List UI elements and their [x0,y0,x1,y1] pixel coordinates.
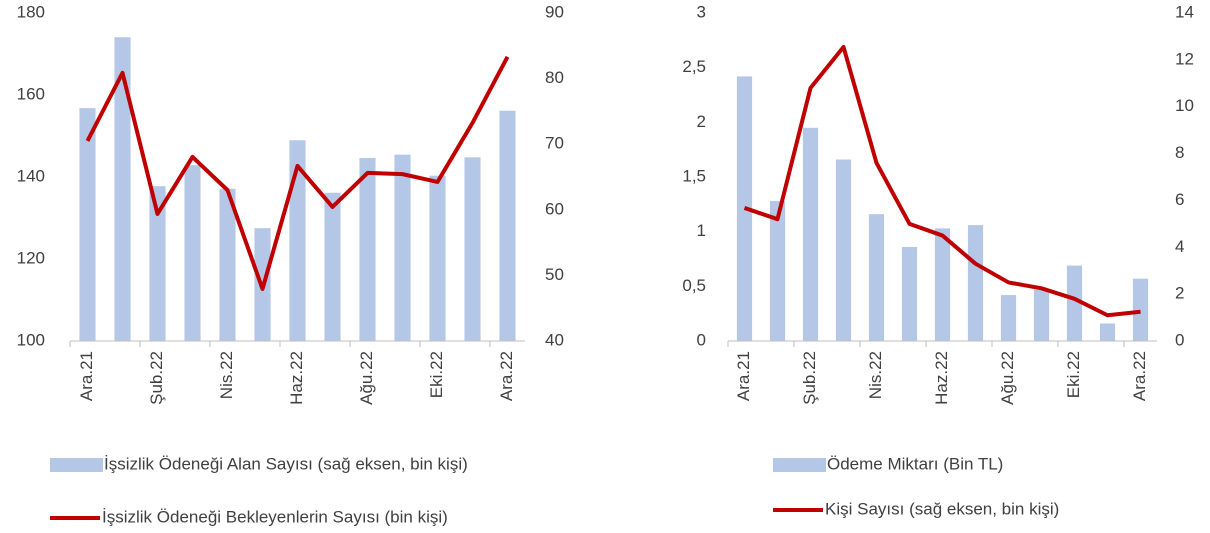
legend-label: Kişi Sayısı (sağ eksen, bin kişi) [825,499,1059,518]
bar [114,37,131,341]
x-tick-label: Haz.22 [287,351,306,405]
y-tick-label: 8 [1175,143,1184,162]
legend-label: İşsizlik Ödeneği Alan Sayısı (sağ eksen,… [104,454,468,473]
line [743,44,1141,318]
bar [802,127,819,341]
y-tick-label: 0 [1175,330,1184,349]
y-tick-label: 70 [545,134,564,153]
x-tick-label: Ağu.22 [998,351,1017,405]
y-tick-label: 4 [1175,237,1184,256]
y-tick-label: 3 [697,2,706,21]
bar [1099,323,1116,341]
bar [499,110,516,341]
y-tick-label: 40 [545,330,564,349]
x-tick-label: Nis.22 [866,351,885,399]
bar [835,159,852,341]
x-tick-label: Ara.21 [77,351,96,401]
x-tick-label: Ağu.22 [357,351,376,405]
bar [769,201,786,341]
bar [901,246,918,341]
y-tick-label: 80 [545,68,564,87]
y-tick-label: 140 [17,166,45,185]
y-tick-label: 60 [545,199,564,218]
y-tick-label: 0 [697,330,706,349]
bar [324,192,341,341]
y-tick-label: 0,5 [682,276,706,295]
x-tick-label: Şub.22 [147,351,166,405]
legend-swatch [773,458,826,472]
bar [289,140,306,341]
x-tick-label: Şub.22 [800,351,819,405]
x-tick-label: Haz.22 [932,351,951,405]
y-tick-label: 10 [1175,96,1194,115]
y-tick-label: 2,5 [682,57,706,76]
bar [1066,265,1083,341]
y-tick-label: 180 [17,2,45,21]
bar [464,157,481,341]
y-tick-label: 12 [1175,49,1194,68]
legend-label: İşsizlik Ödeneği Bekleyenlerin Sayısı (b… [102,507,448,526]
y-tick-label: 6 [1175,190,1184,209]
bar [1000,295,1017,341]
y-tick-label: 1,5 [682,166,706,185]
legend-label: Ödeme Miktarı (Bin TL) [827,454,1003,473]
x-tick-label: Ara.21 [734,351,753,401]
bar [429,175,446,341]
y-tick-label: 2 [697,112,706,131]
y-tick-label: 2 [1175,284,1184,303]
y-tick-label: 100 [17,330,45,349]
x-tick-label: Eki.22 [1064,351,1083,398]
bar [1132,278,1149,341]
line [85,55,510,291]
y-tick-label: 90 [545,2,564,21]
bar [1033,289,1050,341]
bar [184,165,201,341]
x-tick-label: Eki.22 [427,351,446,398]
bar [394,154,411,341]
x-tick-label: Ara.22 [1130,351,1149,401]
bar [934,228,951,341]
bar [149,186,166,341]
y-tick-label: 1 [697,221,706,240]
y-tick-label: 120 [17,248,45,267]
y-tick-label: 160 [17,84,45,103]
bar [79,108,96,342]
legend-swatch [50,458,103,472]
bar [219,188,236,341]
bar [967,225,984,341]
bar [868,214,885,341]
x-tick-label: Nis.22 [217,351,236,399]
y-tick-label: 14 [1175,2,1194,21]
y-tick-label: 50 [545,265,564,284]
bar [359,157,376,341]
x-tick-label: Ara.22 [497,351,516,401]
